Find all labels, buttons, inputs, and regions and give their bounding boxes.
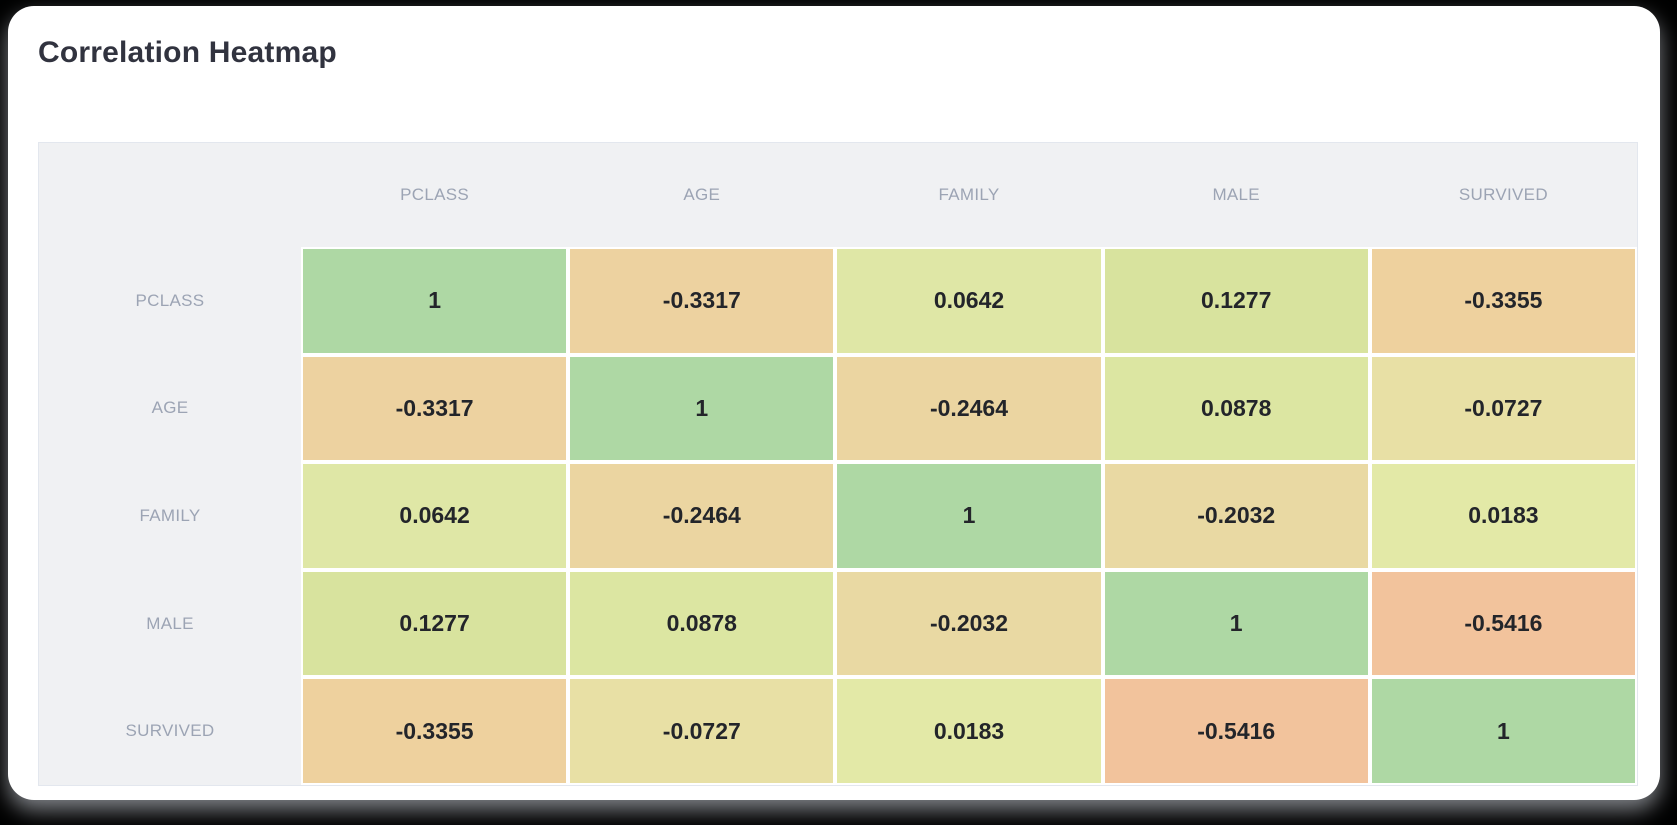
row-header: AGE: [39, 354, 301, 463]
heatmap-cell: 1: [1102, 569, 1370, 678]
row-header: MALE: [39, 569, 301, 678]
heatmap-cell: 1: [568, 354, 836, 463]
column-header: FAMILY: [835, 143, 1103, 247]
heatmap-cell: 0.0642: [301, 462, 569, 570]
heatmap-cell: 0.0878: [568, 569, 836, 678]
heatmap-cell: -0.2032: [1102, 462, 1370, 570]
heatmap-cell: 1: [835, 462, 1103, 570]
row-header: PCLASS: [39, 247, 301, 355]
heatmap-panel: PCLASS AGE FAMILY MALE SURVIVED PCLASS 1 -0.331…: [38, 142, 1638, 786]
heatmap-cell: 0.0183: [835, 677, 1103, 785]
row-header: FAMILY: [39, 462, 301, 570]
heatmap-cell: 1: [301, 247, 569, 355]
heatmap-cell: -0.2464: [835, 354, 1103, 463]
column-header: AGE: [568, 143, 836, 247]
column-header: PCLASS: [301, 143, 569, 247]
column-header: MALE: [1102, 143, 1370, 247]
heatmap-cell: 0.1277: [301, 569, 569, 678]
heatmap-cell: -0.3317: [301, 354, 569, 463]
heatmap-cell: 0.0642: [835, 247, 1103, 355]
column-header: SURVIVED: [1369, 143, 1637, 247]
heatmap-cell: -0.2032: [835, 569, 1103, 678]
row-header: SURVIVED: [39, 677, 301, 785]
heatmap-cell: -0.0727: [1369, 354, 1637, 463]
heatmap-card: Correlation Heatmap PCLASS AGE FAMILY MALE S…: [8, 6, 1660, 800]
heatmap-cell: 0.1277: [1102, 247, 1370, 355]
corner-cell: [39, 143, 301, 247]
heatmap-cell: -0.0727: [568, 677, 836, 785]
page-title: Correlation Heatmap: [38, 36, 337, 69]
heatmap-cell: 0.0183: [1369, 462, 1637, 570]
heatmap-cell: -0.5416: [1369, 569, 1637, 678]
heatmap-grid: PCLASS AGE FAMILY MALE SURVIVED PCLASS 1 -0.331…: [39, 143, 1637, 785]
heatmap-cell: -0.2464: [568, 462, 836, 570]
heatmap-cell: -0.3317: [568, 247, 836, 355]
heatmap-cell: -0.3355: [301, 677, 569, 785]
heatmap-cell: 1: [1369, 677, 1637, 785]
heatmap-cell: -0.5416: [1102, 677, 1370, 785]
heatmap-cell: -0.3355: [1369, 247, 1637, 355]
heatmap-cell: 0.0878: [1102, 354, 1370, 463]
